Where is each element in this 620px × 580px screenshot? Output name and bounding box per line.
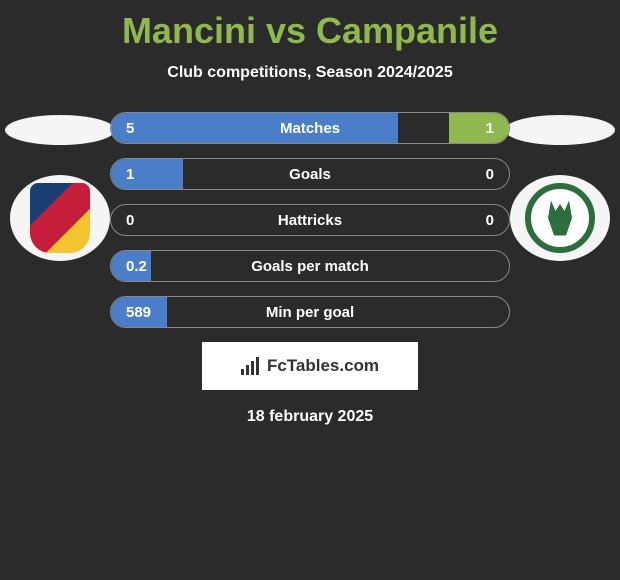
stat-label: Goals: [111, 166, 509, 183]
team-badge-left: [10, 175, 110, 261]
stat-label: Hattricks: [111, 212, 509, 229]
team-crest-left: [30, 183, 90, 253]
brand-text: FcTables.com: [267, 356, 379, 376]
stat-label: Matches: [111, 120, 509, 137]
player-left-avatar: [5, 115, 115, 145]
page-title: Mancini vs Campanile: [0, 0, 620, 52]
team-badge-right: [510, 175, 610, 261]
brand-watermark: FcTables.com: [202, 342, 418, 390]
date-text: 18 february 2025: [0, 408, 620, 426]
stat-row: 10Goals: [110, 158, 510, 190]
subtitle: Club competitions, Season 2024/2025: [0, 64, 620, 82]
stat-row: 589Min per goal: [110, 296, 510, 328]
brand-chart-icon: [241, 357, 261, 375]
stat-row: 0.2Goals per match: [110, 250, 510, 282]
comparison-content: 51Matches 10Goals 00Hattricks 0.2Goals per …: [0, 112, 620, 426]
stat-row: 00Hattricks: [110, 204, 510, 236]
stats-container: 51Matches 10Goals 00Hattricks 0.2Goals per …: [110, 112, 510, 328]
team-crest-right: [525, 183, 595, 253]
player-right-avatar: [505, 115, 615, 145]
stat-row: 51Matches: [110, 112, 510, 144]
player-left-column: [0, 112, 120, 261]
wolf-icon: [545, 201, 575, 236]
player-right-column: [500, 112, 620, 261]
stat-label: Min per goal: [111, 304, 509, 321]
stat-label: Goals per match: [111, 258, 509, 275]
